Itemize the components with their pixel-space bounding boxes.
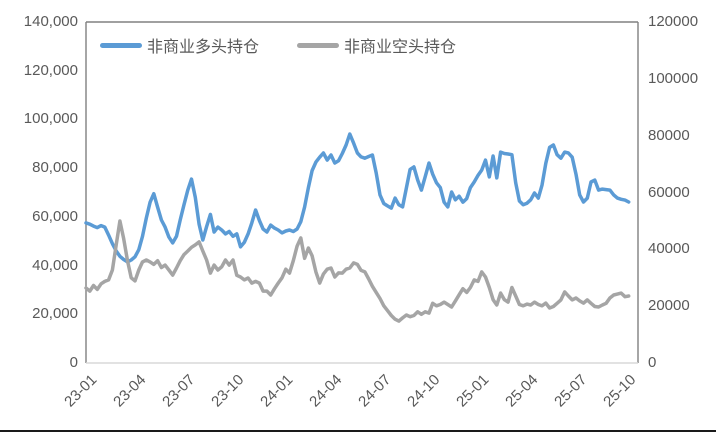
y-axis-left-tick-label: 120,000 <box>23 61 78 79</box>
y-axis-right-tick-label: 100000 <box>648 69 699 87</box>
y-axis-right-tick-label: 80000 <box>648 126 690 144</box>
short-positions-line <box>84 219 631 323</box>
y-axis-left-tick-label: 60,000 <box>32 207 78 225</box>
y-axis-left-tick-label: 80,000 <box>32 159 78 177</box>
y-axis-right-tick-label: 60000 <box>648 183 690 201</box>
long-series-swatch <box>100 42 142 48</box>
y-axis-left-tick-label: 140,000 <box>23 13 78 30</box>
long-series-label: 非商业多头持仓 <box>147 39 260 56</box>
y-axis-left-tick-label: 100,000 <box>23 110 78 128</box>
y-axis-right-tick-label: 120000 <box>648 13 699 30</box>
long-positions-line <box>84 132 631 264</box>
y-axis-left-tick-label: 0 <box>69 354 78 371</box>
short-series-label: 非商业空头持仓 <box>344 39 457 56</box>
chart-legend: 非商业多头持仓 非商业空头持仓 <box>100 33 456 57</box>
y-axis-right-tick-label: 0 <box>648 354 657 371</box>
y-axis-left-tick-label: 40,000 <box>32 256 78 274</box>
y-axis-left-tick-label: 20,000 <box>32 305 78 323</box>
short-series-swatch <box>297 42 340 48</box>
legend-item-long: 非商业多头持仓 <box>100 33 259 57</box>
y-axis-right-tick-label: 20000 <box>648 297 690 315</box>
y-axis-right-tick-label: 40000 <box>648 240 690 258</box>
legend-item-short: 非商业空头持仓 <box>297 33 456 57</box>
document-divider-line <box>0 430 716 432</box>
